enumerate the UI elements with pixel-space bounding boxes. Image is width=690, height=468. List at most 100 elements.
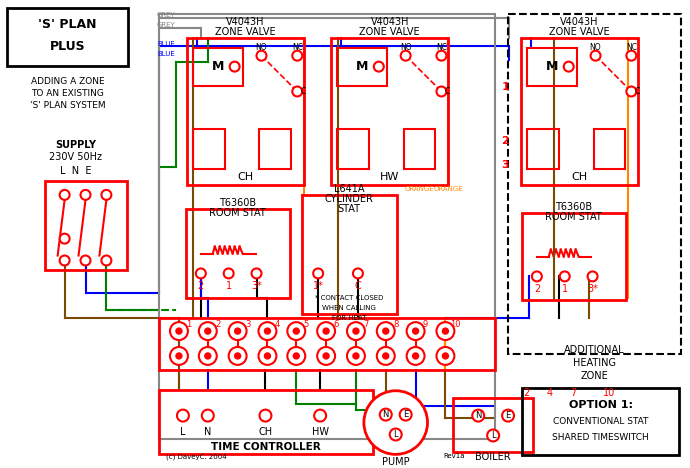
Circle shape: [560, 271, 570, 281]
Bar: [337, 48, 387, 86]
Circle shape: [264, 328, 270, 334]
Text: WHEN CALLING: WHEN CALLING: [322, 305, 376, 311]
Text: ORANGE: ORANGE: [433, 186, 463, 192]
Circle shape: [383, 328, 388, 334]
Circle shape: [323, 328, 329, 334]
Text: T6360B: T6360B: [555, 202, 592, 212]
Circle shape: [353, 353, 359, 359]
Text: CYLINDER: CYLINDER: [324, 194, 373, 204]
Text: 2: 2: [501, 136, 509, 146]
Circle shape: [323, 353, 329, 359]
Circle shape: [228, 347, 246, 365]
Bar: [302, 195, 397, 314]
Circle shape: [401, 51, 411, 61]
Circle shape: [487, 430, 499, 441]
Text: 'S' PLAN: 'S' PLAN: [39, 18, 97, 31]
Circle shape: [202, 410, 214, 422]
Bar: [508, 14, 681, 354]
Circle shape: [380, 409, 392, 421]
Circle shape: [353, 269, 363, 278]
Circle shape: [196, 269, 206, 278]
Circle shape: [205, 353, 210, 359]
Circle shape: [293, 87, 302, 96]
Text: N: N: [204, 427, 211, 438]
Bar: [522, 213, 627, 300]
Circle shape: [347, 347, 365, 365]
Text: ADDITIONAL: ADDITIONAL: [564, 345, 625, 355]
Circle shape: [314, 410, 326, 422]
Text: M: M: [546, 60, 558, 73]
Circle shape: [364, 391, 428, 454]
Text: * CONTACT CLOSED: * CONTACT CLOSED: [315, 295, 383, 301]
Text: TIME CONTROLLER: TIME CONTROLLER: [210, 442, 320, 453]
Circle shape: [259, 410, 271, 422]
Text: E: E: [403, 410, 408, 419]
Circle shape: [377, 322, 395, 340]
Text: ORANGE: ORANGE: [405, 186, 435, 192]
Text: L641A: L641A: [334, 184, 364, 194]
Text: CONVENTIONAL STAT: CONVENTIONAL STAT: [553, 417, 648, 426]
Circle shape: [81, 190, 90, 200]
Bar: [187, 38, 304, 185]
Text: M: M: [212, 60, 224, 73]
Text: 4: 4: [275, 320, 280, 329]
Circle shape: [390, 429, 402, 440]
Circle shape: [353, 328, 359, 334]
Circle shape: [293, 51, 302, 61]
Circle shape: [413, 353, 419, 359]
Text: FOR HEAT: FOR HEAT: [332, 315, 366, 321]
Bar: [45, 181, 127, 271]
Circle shape: [235, 328, 241, 334]
Text: C: C: [445, 87, 450, 96]
Text: 1*: 1*: [313, 281, 324, 292]
Text: N: N: [475, 411, 482, 420]
Text: 7: 7: [571, 388, 577, 398]
Circle shape: [437, 322, 455, 340]
Circle shape: [472, 410, 484, 422]
Text: T6360B: T6360B: [219, 198, 256, 208]
Text: L: L: [393, 430, 398, 439]
Text: V4043H: V4043H: [560, 17, 599, 27]
Circle shape: [502, 410, 514, 422]
Text: TO AN EXISTING: TO AN EXISTING: [31, 89, 104, 98]
Text: Rev1a: Rev1a: [444, 453, 465, 460]
Bar: [159, 318, 495, 370]
Circle shape: [383, 353, 388, 359]
Text: C: C: [301, 87, 306, 96]
Circle shape: [293, 328, 299, 334]
Text: CH: CH: [571, 172, 588, 182]
Text: M: M: [356, 60, 368, 73]
Text: 3: 3: [501, 160, 509, 170]
Text: 6: 6: [333, 320, 339, 329]
Circle shape: [177, 410, 189, 422]
Circle shape: [59, 190, 70, 200]
Text: 1: 1: [186, 320, 192, 329]
Text: 4: 4: [546, 388, 553, 398]
Text: 5: 5: [304, 320, 309, 329]
Bar: [593, 129, 625, 169]
Bar: [331, 38, 448, 185]
Text: 230V 50Hz: 230V 50Hz: [49, 152, 102, 162]
Circle shape: [317, 347, 335, 365]
Text: BLUE: BLUE: [157, 41, 175, 47]
Text: GREY: GREY: [157, 22, 175, 28]
Text: 2: 2: [534, 285, 540, 294]
Bar: [337, 129, 369, 169]
Text: NC: NC: [292, 43, 303, 52]
Circle shape: [170, 347, 188, 365]
Circle shape: [532, 271, 542, 281]
Text: HW: HW: [312, 427, 328, 438]
Text: 2: 2: [523, 388, 529, 398]
Text: L: L: [491, 431, 495, 440]
Text: V4043H: V4043H: [226, 17, 265, 27]
Circle shape: [224, 269, 234, 278]
Text: 1: 1: [226, 281, 232, 292]
Circle shape: [442, 328, 448, 334]
Circle shape: [591, 51, 600, 61]
Text: 2: 2: [215, 320, 220, 329]
Text: C: C: [355, 281, 362, 292]
Circle shape: [437, 51, 446, 61]
Circle shape: [259, 322, 277, 340]
Circle shape: [264, 353, 270, 359]
Bar: [527, 48, 577, 86]
